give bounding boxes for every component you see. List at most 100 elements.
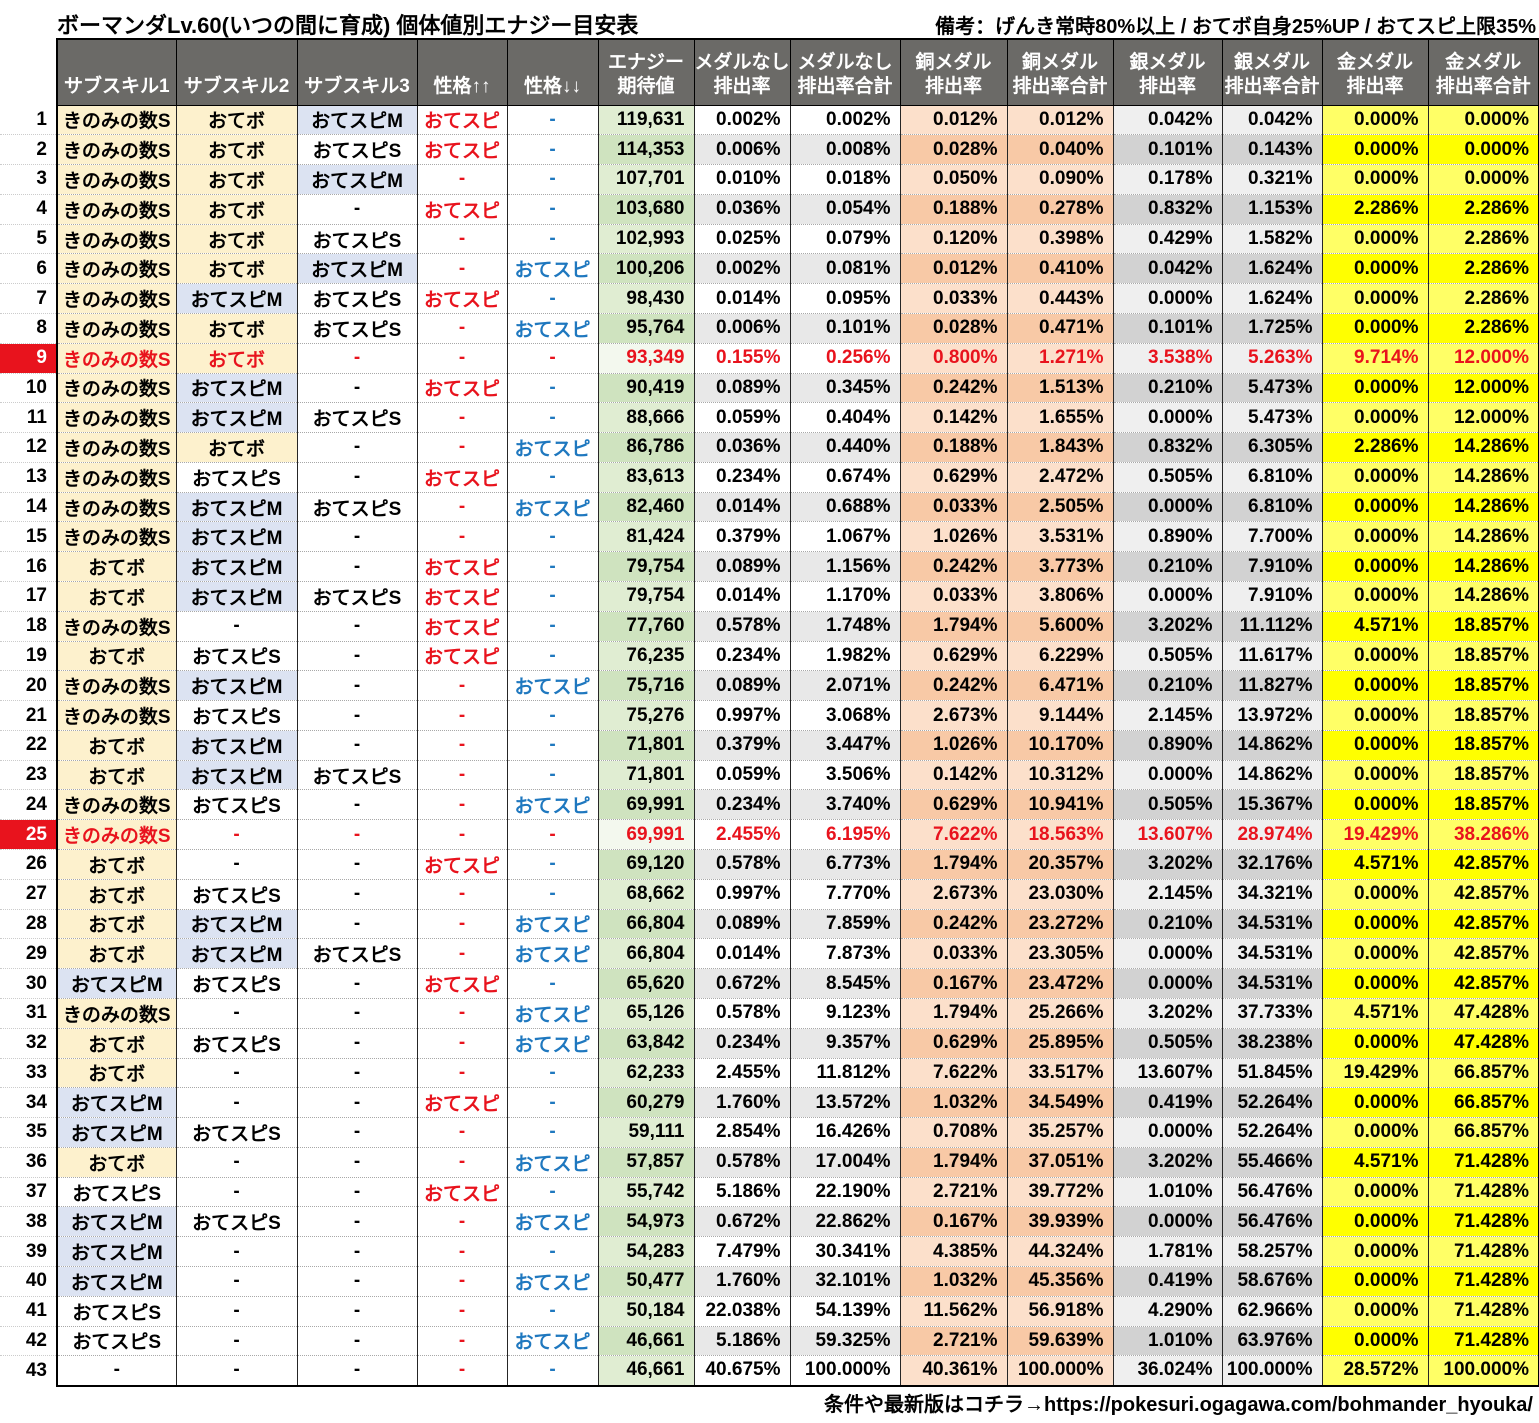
cell-subskill1: きのみの数S [56,224,176,255]
cell-subskill1: きのみの数S [56,462,176,493]
cell-subskill3: - [296,611,417,642]
cell-nature-up: - [416,879,507,910]
cell-bronze-cum: 37.051% [1006,1147,1113,1178]
cell-energy-expected: 57,857 [597,1147,694,1178]
cell-no-medal-cum: 11.812% [789,1058,900,1089]
cell-gold-cum: 18.857% [1427,700,1539,731]
row-number-cell: 32 [0,1028,57,1059]
cell-energy-expected: 50,477 [597,1266,694,1297]
cell-no-medal-rate: 0.578% [693,998,790,1029]
cell-gold-cum: 14.286% [1427,492,1539,523]
cell-no-medal-rate: 0.379% [693,521,790,553]
cell-silver-rate: 0.505% [1112,462,1222,493]
cell-bronze-rate: 0.167% [899,968,1007,999]
cell-bronze-rate: 1.794% [899,998,1007,1029]
cell-no-medal-rate: 0.059% [693,402,790,434]
cell-gold-cum: 66.857% [1427,1117,1539,1148]
cell-nature-up: - [416,1296,507,1327]
cell-subskill3: - [296,194,417,225]
cell-subskill1: おてスピS [56,1326,176,1357]
cell-subskill1: おてボ [56,760,176,791]
cell-bronze-cum: 3.806% [1006,581,1113,612]
cell-subskill3: おてスピS [296,760,417,791]
cell-no-medal-rate: 40.675% [693,1355,790,1387]
cell-subskill2: - [175,998,297,1029]
source-url-link[interactable]: 条件や最新版はコチラ→https://pokesuri.ogagawa.com/… [824,1394,1533,1416]
cell-gold-cum: 2.286% [1427,313,1539,344]
cell-bronze-cum: 0.471% [1006,313,1113,344]
cell-gold-cum: 71.428% [1427,1326,1539,1357]
cell-nature-up: おてスピ [416,849,507,880]
cell-gold-cum: 42.857% [1427,909,1539,940]
cell-bronze-cum: 1.843% [1006,432,1113,463]
table-row: 33 おてボ - - - -62,233 2.455% 11.812% 7.622% 33.517… [0,1058,1539,1089]
cell-bronze-cum: 18.563% [1006,819,1113,851]
cell-no-medal-rate: 0.234% [693,789,790,821]
cell-energy-expected: 77,760 [597,611,694,642]
cell-silver-cum: 6.810% [1221,492,1322,523]
cell-bronze-rate: 1.032% [899,1087,1007,1119]
silver-cum-header: 銀メダル 排出率合計 [1221,38,1323,106]
cell-energy-expected: 65,620 [597,968,694,999]
cell-silver-cum: 62.966% [1221,1296,1322,1327]
cell-subskill1: きのみの数S [56,194,176,225]
cell-bronze-rate: 1.026% [899,730,1007,761]
cell-subskill2: おてスピM [175,373,297,404]
table-row: 13 きのみの数S おてスピS - おてスピ -83,613 0.234% 0.674% 0.6… [0,462,1539,493]
row-number-cell: 10 [0,373,57,404]
cell-nature-down: - [506,581,598,612]
cell-silver-cum: 11.827% [1221,670,1322,702]
cell-silver-cum: 34.321% [1221,879,1322,910]
cell-nature-up: おてスピ [416,1177,507,1208]
cell-silver-rate: 0.178% [1112,164,1222,195]
table-row: 25 きのみの数S - - - -69,991 2.455% 6.195% 7.622% 18.5… [0,819,1539,851]
cell-nature-up: - [416,819,507,851]
row-number-cell: 33 [0,1058,57,1089]
cell-bronze-rate: 0.708% [899,1117,1007,1148]
cell-gold-cum: 100.000% [1427,1355,1539,1387]
cell-bronze-cum: 0.410% [1006,253,1113,285]
cell-bronze-rate: 0.012% [899,253,1007,285]
cell-subskill1: きのみの数S [56,402,176,434]
cell-silver-rate: 1.010% [1112,1326,1222,1357]
cell-subskill1: おてボ [56,1058,176,1089]
cell-gold-cum: 71.428% [1427,1266,1539,1297]
cell-subskill1: おてボ [56,730,176,761]
cell-subskill3: - [296,1266,417,1297]
cell-nature-up: おてスピ [416,373,507,404]
cell-silver-rate: 3.538% [1112,343,1222,374]
cell-silver-cum: 5.473% [1221,373,1322,404]
cell-energy-expected: 90,419 [597,373,694,404]
cell-bronze-rate: 2.673% [899,700,1007,731]
cell-subskill1: きのみの数S [56,253,176,285]
cell-bronze-rate: 0.629% [899,1028,1007,1059]
cell-nature-down: - [506,1117,598,1148]
cell-bronze-cum: 2.505% [1006,492,1113,523]
cell-subskill3: - [296,462,417,493]
cell-subskill3: おてスピS [296,283,417,314]
cell-subskill2: - [175,849,297,880]
cell-gold-rate: 0.000% [1321,1326,1428,1357]
row-number-cell: 41 [0,1296,57,1327]
cell-nature-down: - [506,402,598,434]
cell-nature-up: - [416,313,507,344]
cell-bronze-cum: 25.266% [1006,998,1113,1029]
cell-subskill2: おてスピS [175,462,297,493]
cell-no-medal-cum: 0.404% [789,402,900,434]
cell-nature-down: - [506,641,598,672]
cell-no-medal-cum: 0.008% [789,134,900,166]
row-number-cell: 4 [0,194,57,225]
table-row: 7 きのみの数S おてスピM おてスピS おてスピ -98,430 0.014% 0.095%… [0,283,1539,314]
cell-no-medal-cum: 0.674% [789,462,900,493]
subskill1-header: サブスキル1 [56,38,177,106]
row-number-cell: 34 [0,1087,57,1119]
cell-bronze-cum: 6.229% [1006,641,1113,672]
cell-nature-up: - [416,432,507,463]
cell-gold-cum: 12.000% [1427,402,1539,434]
cell-bronze-cum: 44.324% [1006,1236,1113,1267]
table-row: 8 きのみの数S おてボ おてスピS - おてスピ 95,764 0.006% 0.101% 0.… [0,313,1539,344]
table-row: 40 おてスピM - - - おてスピ 50,477 1.760% 32.101% 1.032% 4… [0,1266,1539,1297]
cell-no-medal-rate: 0.578% [693,611,790,642]
cell-silver-rate: 0.000% [1112,283,1222,314]
cell-subskill3: - [296,343,417,374]
